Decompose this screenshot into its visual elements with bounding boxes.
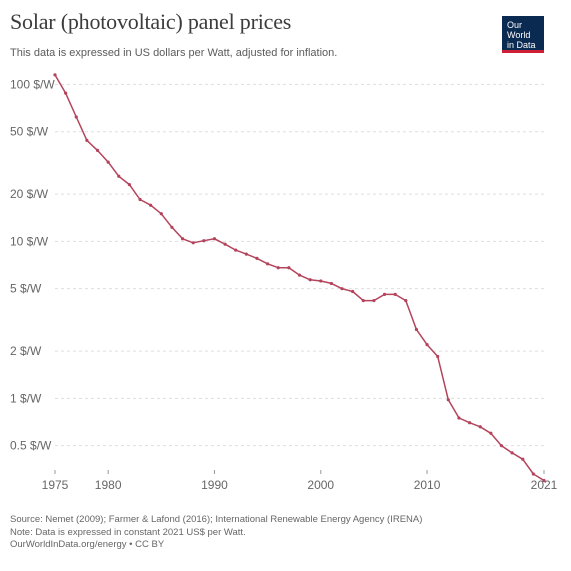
data-point (64, 91, 68, 95)
data-point (85, 138, 89, 143)
data-point (319, 279, 323, 283)
data-point (255, 256, 259, 260)
data-point (287, 266, 291, 270)
x-tick-label: 2010 (414, 478, 441, 492)
data-point (446, 398, 450, 402)
data-point (266, 262, 270, 266)
data-point (95, 148, 100, 153)
data-point (117, 174, 121, 178)
y-tick-label: 1 $/W (10, 391, 42, 405)
y-tick-label: 10 $/W (10, 234, 49, 248)
data-point (361, 298, 365, 303)
data-point (542, 478, 546, 483)
data-point (382, 292, 387, 296)
data-point (74, 115, 78, 119)
data-point (467, 421, 472, 425)
data-point (372, 298, 376, 303)
y-tick-label: 50 $/W (10, 125, 49, 139)
data-point (170, 225, 174, 229)
data-point (489, 431, 493, 435)
data-point (521, 457, 525, 461)
data-point (499, 444, 504, 448)
data-point (223, 242, 227, 246)
data-point (159, 212, 163, 216)
data-point (457, 416, 461, 420)
chart-title: Solar (photovoltaic) panel prices (10, 9, 292, 34)
data-point (106, 160, 110, 164)
data-point (404, 298, 408, 303)
x-tick-label: 1975 (42, 478, 69, 492)
data-point (351, 289, 355, 294)
logo-accent-bar (502, 50, 544, 53)
data-point (478, 425, 482, 429)
data-point (244, 252, 248, 256)
data-point (297, 273, 302, 277)
y-tick-label: 5 $/W (10, 282, 42, 296)
y-tick-label: 20 $/W (10, 187, 49, 201)
x-tick-label: 1990 (201, 478, 228, 492)
data-point (53, 73, 57, 77)
chart-footer: Source: Nemet (2009); Farmer & Lafond (2… (10, 514, 422, 552)
logo-line-1: Our World (507, 20, 531, 40)
data-point (202, 239, 206, 243)
data-point (329, 281, 333, 286)
x-tick-label: 2000 (307, 478, 334, 492)
data-point (180, 237, 185, 241)
data-point (531, 472, 535, 476)
y-tick-label: 2 $/W (10, 344, 42, 358)
credit-link[interactable]: OurWorldInData.org/energy • CC BY (10, 539, 165, 550)
logo-line-2: in Data (507, 40, 536, 50)
data-point (510, 451, 514, 455)
data-point (276, 266, 280, 270)
data-point (149, 203, 153, 207)
data-point (340, 287, 344, 291)
data-point (308, 278, 312, 282)
x-tick-label: 1980 (95, 478, 122, 492)
owid-logo[interactable]: Our World in Data (502, 16, 544, 53)
data-point (234, 248, 238, 252)
data-point (436, 354, 440, 359)
data-note: Note: Data is expressed in constant 2021… (10, 526, 246, 538)
data-point (191, 241, 195, 245)
data-point (425, 343, 429, 347)
data-point (127, 183, 132, 187)
y-tick-label: 0.5 $/W (10, 439, 52, 453)
source-note: Source: Nemet (2009); Farmer & Lafond (2… (10, 514, 423, 525)
price-series-line (54, 74, 545, 482)
data-point (138, 197, 142, 202)
data-point (212, 237, 217, 241)
chart-subtitle: This data is expressed in US dollars per… (10, 47, 338, 59)
x-tick-label: 2021 (531, 478, 558, 492)
data-point (414, 327, 419, 332)
data-point (393, 292, 397, 296)
y-tick-label: 100 $/W (10, 77, 55, 91)
